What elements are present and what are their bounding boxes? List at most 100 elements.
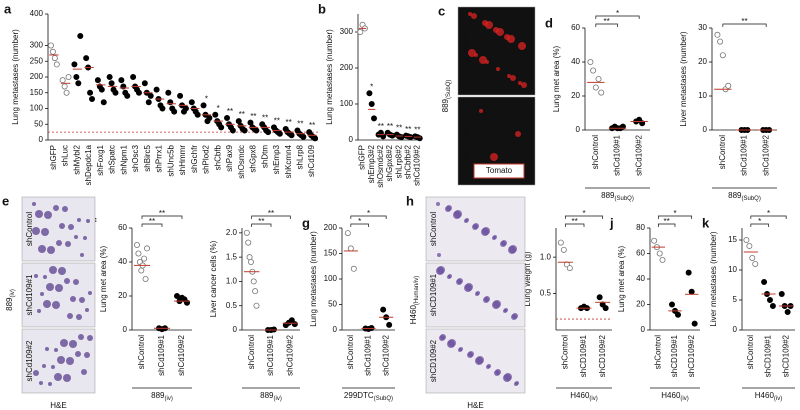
tissue-spot (67, 313, 73, 319)
tissue-spot (479, 109, 483, 113)
tissue-spot (84, 352, 90, 358)
x-tick-label: shCD109#2 (598, 334, 607, 377)
data-point (714, 31, 721, 38)
tissue-spot (437, 266, 445, 274)
x-tick-label: shLrp8#2 (394, 144, 403, 178)
data-point (89, 96, 96, 103)
bracket (564, 215, 604, 219)
bracket-label: * (358, 217, 361, 226)
x-tick-label: shControl (718, 135, 727, 169)
data-point (206, 114, 213, 121)
x-tick-label: shLuc (61, 145, 70, 166)
y-tick-label: 0 (233, 325, 238, 334)
tissue-spot (476, 291, 480, 295)
tissue-spot (62, 206, 68, 212)
x-tick-label: shOsmdc#2 (376, 144, 385, 187)
x-tick-label: shControl (746, 335, 755, 369)
data-point (182, 105, 189, 112)
y-tick-label: 100 (340, 99, 354, 108)
x-tick-label: shControl (653, 335, 662, 369)
tissue-spot (42, 364, 46, 368)
data-point (288, 132, 295, 139)
bracket-label: * (367, 209, 370, 218)
y-tick-label: 100 (324, 274, 338, 283)
data-point (557, 239, 564, 246)
tissue-spot (83, 236, 87, 240)
image-caption: H&E (467, 401, 483, 410)
data-point (142, 275, 149, 282)
bracket (750, 215, 787, 219)
y-tick-label: 20 (636, 300, 645, 309)
y-tick-label: 0 (733, 325, 738, 334)
x-tick-label: shCd109#1 (157, 334, 166, 375)
x-axis-label: 299DTC(SubQ) (344, 391, 393, 401)
tissue-spot (86, 219, 90, 223)
side-label-main: 889 (5, 297, 14, 311)
x-tick-label: shCd109#1 (364, 334, 373, 375)
y-tick-label: 10 (698, 91, 707, 100)
tissue-spot (515, 381, 519, 385)
x-axis-label: H460(iv) (570, 391, 597, 401)
x-tick-label: shCd109#1 (613, 134, 622, 175)
bracket-label: ** (159, 209, 165, 218)
tissue-spot (515, 131, 521, 137)
data-point (651, 237, 658, 244)
x-tick-label: shControl (346, 335, 355, 369)
y-axis-label: Liver cancer cells (%) (209, 240, 218, 317)
data-point (416, 135, 423, 142)
x-tick-label: shControl (137, 335, 146, 369)
x-tick-label: shCd109#2 (413, 144, 422, 185)
significance: ** (227, 107, 233, 116)
tissue-spot (49, 266, 57, 274)
y-tick-label: 40 (571, 57, 580, 66)
bracket-label: ** (604, 17, 610, 26)
bracket-label: ** (664, 217, 670, 226)
tissue-spot (78, 334, 84, 340)
x-tick-label: shPrrx1 (155, 144, 164, 172)
tissue-spot (518, 42, 526, 50)
tissue-spot (496, 67, 500, 71)
y-axis-label: Lung met area (%) (617, 246, 626, 313)
data-point (769, 302, 776, 309)
data-point (188, 99, 195, 106)
x-axis-label-sub: (SubQ) (615, 196, 634, 202)
data-point (350, 265, 357, 272)
data-point (194, 111, 201, 118)
tissue-spot (38, 245, 46, 253)
bracket-label: ** (258, 217, 264, 226)
y-tick-label: 1.0 (226, 277, 238, 286)
panel-letter: j (609, 215, 614, 230)
tissue-spot (48, 382, 52, 386)
y-axis-label: Lung metastases (number) (325, 29, 334, 125)
tissue-spot (57, 356, 65, 364)
tissue-spot (507, 74, 511, 78)
data-point (63, 89, 70, 96)
data-point (229, 127, 236, 134)
data-point (749, 254, 756, 261)
tissue-spot (76, 314, 82, 320)
x-axis-label: 889(SubQ) (728, 191, 761, 201)
data-point (71, 61, 78, 68)
y-tick-label: 20 (698, 57, 707, 66)
y-tick-label: 20 (118, 291, 127, 300)
image-label: shCd109#1 (461, 120, 470, 161)
bracket-label: * (767, 209, 770, 218)
x-axis-label-sub: (iv) (165, 396, 173, 402)
y-tick-label: 250 (30, 56, 44, 65)
data-point (87, 89, 94, 96)
data-point (595, 76, 602, 83)
data-point (65, 74, 72, 81)
tissue-spot (43, 300, 51, 308)
x-axis-label: H460(iv) (755, 391, 782, 401)
tissue-spot (504, 308, 508, 312)
y-tick-label: 300 (340, 27, 354, 36)
tissue-spot (471, 13, 477, 19)
y-tick-label: 0 (576, 125, 581, 134)
data-point (347, 245, 354, 252)
x-axis-label-sub: (iv) (774, 396, 782, 402)
tissue-spot (509, 245, 517, 253)
x-tick-label: shFoxg1 (96, 144, 105, 175)
data-point (766, 296, 773, 303)
panel-letter: a (4, 1, 12, 16)
